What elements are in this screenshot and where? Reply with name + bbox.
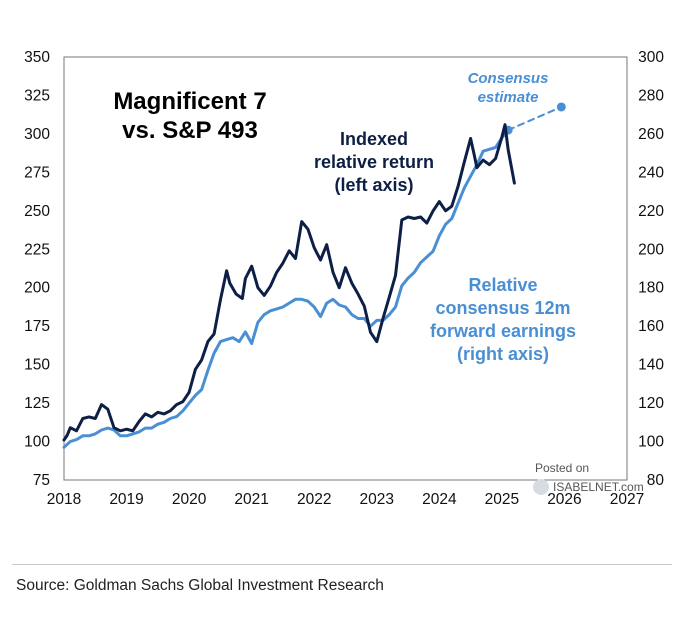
forward-earnings-label-3: forward earnings	[430, 321, 576, 341]
left-axis-tick: 150	[24, 357, 50, 374]
forward-earnings-label-1: Relative	[468, 275, 537, 295]
chart: 75 100 125 150 175 200 225 250 275 300 325 350 80 10…	[24, 49, 665, 508]
right-axis-tick: 200	[638, 241, 664, 258]
chart-title: Magnificent 7 vs. S&P 493	[113, 88, 266, 144]
x-axis-tick: 2019	[109, 491, 143, 508]
right-axis-tick: 240	[638, 164, 664, 181]
x-axis-tick: 2027	[610, 491, 644, 508]
indexed-return-label-1: Indexed	[340, 129, 408, 149]
right-axis-tick: 160	[638, 318, 664, 335]
watermark: Posted on ISABELNET.com	[533, 461, 644, 495]
x-axis-tick: 2022	[297, 491, 331, 508]
indexed-return-line	[62, 123, 516, 442]
x-axis-tick: 2025	[485, 491, 519, 508]
right-axis-tick: 260	[638, 126, 664, 143]
x-axis-tick: 2026	[547, 491, 581, 508]
consensus-estimate-point	[556, 102, 566, 112]
left-axis-tick: 100	[24, 434, 50, 451]
right-axis-tick: 120	[638, 395, 664, 412]
left-axis-tick: 275	[24, 164, 50, 181]
left-axis-tick: 250	[24, 203, 50, 220]
right-axis-tick: 220	[638, 203, 664, 220]
forward-earnings-label-4: (right axis)	[457, 344, 549, 364]
indexed-return-label-3: (left axis)	[334, 175, 413, 195]
divider	[12, 564, 672, 565]
consensus-estimate-annotation: Consensus estimate	[468, 70, 549, 106]
watermark-logo-icon	[533, 479, 549, 495]
right-axis-tick: 280	[638, 87, 664, 104]
plot-frame	[63, 56, 628, 481]
x-axis-tick: 2024	[422, 491, 457, 508]
right-axis-tick: 140	[638, 357, 664, 374]
watermark-line-1: Posted on	[535, 461, 589, 475]
x-axis-tick: 2020	[172, 491, 207, 508]
left-axis-tick: 300	[24, 126, 50, 143]
left-axis-tick: 350	[24, 49, 50, 66]
consensus-estimate-line	[507, 106, 563, 132]
chart-title-line-2: vs. S&P 493	[122, 117, 258, 144]
right-axis-tick: 80	[647, 472, 665, 489]
x-axis-tick: 2023	[360, 491, 394, 508]
forward-earnings-line	[62, 128, 510, 449]
right-axis-tick: 100	[638, 434, 664, 451]
forward-earnings-label-2: consensus 12m	[435, 298, 570, 318]
source-note: Source: Goldman Sachs Global Investment …	[16, 577, 384, 594]
right-axis-tick: 180	[638, 280, 664, 297]
indexed-return-annotation: Indexed relative return (left axis)	[314, 129, 434, 195]
chart-title-line-1: Magnificent 7	[113, 88, 266, 115]
indexed-return-label-2: relative return	[314, 152, 434, 172]
left-axis-tick: 75	[33, 472, 50, 489]
consensus-estimate-label-1: Consensus	[468, 70, 549, 87]
left-axis-tick: 175	[24, 318, 50, 335]
right-axis-tick: 300	[638, 49, 664, 66]
left-axis-tick: 325	[24, 87, 50, 104]
forward-earnings-annotation: Relative consensus 12m forward earnings …	[430, 275, 576, 364]
x-axis-tick: 2021	[234, 491, 268, 508]
left-axis-tick: 225	[24, 241, 50, 258]
consensus-estimate-label-2: estimate	[478, 89, 539, 106]
watermark-line-2: ISABELNET.com	[553, 480, 644, 494]
x-axis-tick: 2018	[47, 491, 81, 508]
left-axis-tick: 200	[24, 280, 50, 297]
left-axis-tick: 125	[24, 395, 50, 412]
